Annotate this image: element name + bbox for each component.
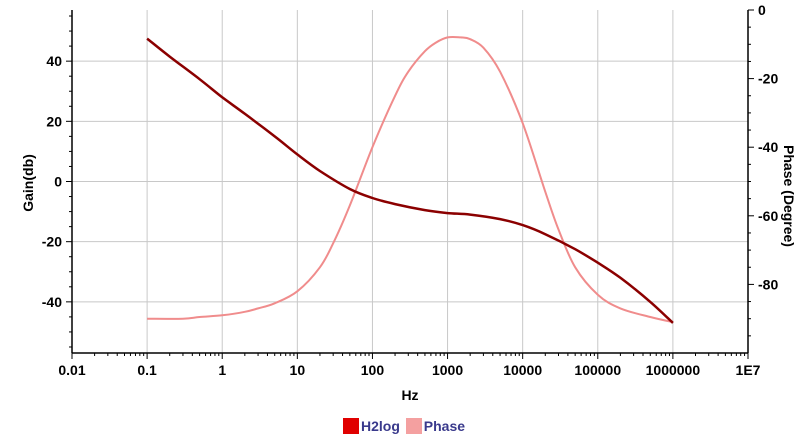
x-tick-label: 1000000 [646, 362, 701, 378]
y2-tick-label: -40 [758, 139, 778, 155]
chart-area: 0.01 0.1 1 10 100 1000 10000 100000 1000000 1E7 40… [20, 2, 797, 403]
y2-axis-title: Phase (Degree) [781, 145, 797, 247]
series-line-h2log [146, 37, 674, 324]
x-tick-label: 1000 [432, 362, 463, 378]
legend-label-phase: Phase [423, 418, 466, 434]
axes [71, 10, 749, 354]
axis-ticks [66, 9, 754, 359]
legend-label-h2log: H2log [360, 418, 400, 434]
y-tick-label: -20 [42, 234, 62, 250]
x-tick-label: 10 [290, 362, 306, 378]
legend-swatch-phase [405, 418, 422, 434]
x-tick-label: 0.01 [58, 362, 85, 378]
y2-tick-label: -20 [758, 71, 778, 87]
legend-item-phase[interactable]: Phase [405, 418, 466, 434]
legend-swatch-h2log [342, 418, 359, 434]
x-tick-label: 1 [218, 362, 226, 378]
legend: H2log Phase [0, 418, 808, 437]
legend-item-h2log[interactable]: H2log [342, 418, 400, 434]
y-tick-label: 0 [54, 174, 62, 190]
x-tick-label: 10000 [503, 362, 542, 378]
x-tick-label: 100 [361, 362, 385, 378]
y-axis-title: Gain(db) [20, 154, 36, 212]
grid-lines [71, 10, 749, 353]
y-tick-label: -40 [42, 294, 62, 310]
x-tick-label: 0.1 [137, 362, 157, 378]
series-lines [146, 35, 674, 324]
y2-tick-label: 0 [758, 2, 766, 18]
y2-tick-label: -60 [758, 208, 778, 224]
x-tick-label: 100000 [574, 362, 621, 378]
x-tick-label: 1E7 [736, 362, 761, 378]
series-line-phase [147, 35, 674, 324]
y-tick-label: 20 [46, 113, 62, 129]
y2-tick-label: -80 [758, 276, 778, 292]
x-axis-title: Hz [401, 387, 418, 403]
tick-labels: 0.01 0.1 1 10 100 1000 10000 100000 1000000 1E7 40… [42, 2, 779, 378]
y-tick-label: 40 [46, 53, 62, 69]
